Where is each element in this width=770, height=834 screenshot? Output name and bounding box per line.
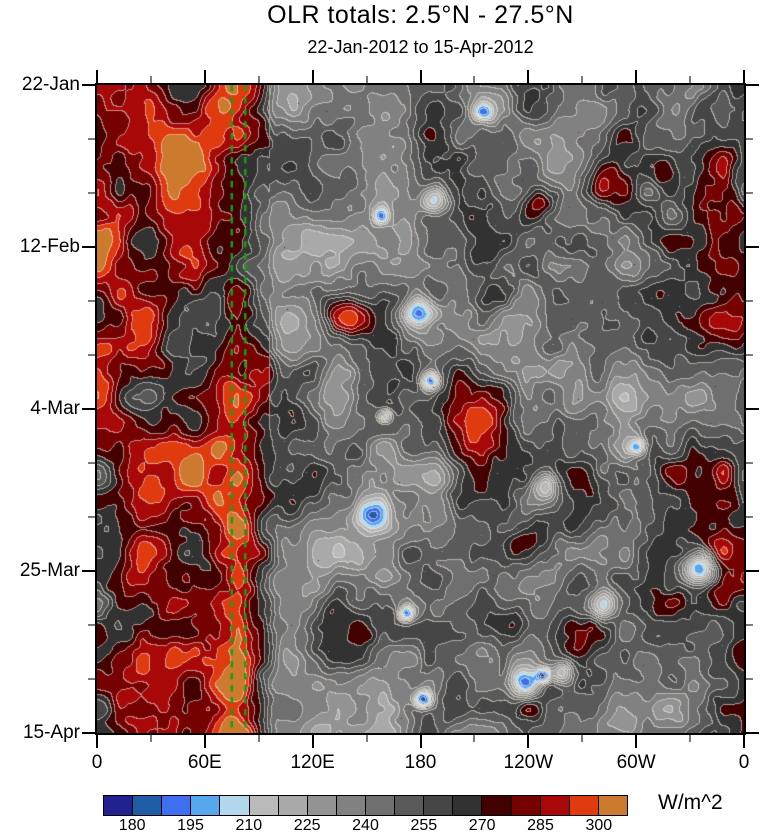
x-minor-tick xyxy=(581,735,584,742)
y-minor-tick xyxy=(746,462,753,464)
x-major-tick xyxy=(743,70,745,83)
colorbar-cell xyxy=(133,796,163,815)
colorbar-tick-label: 240 xyxy=(352,817,379,834)
x-minor-tick xyxy=(581,76,584,83)
y-minor-tick xyxy=(88,516,95,518)
y-tick-label: 4-Mar xyxy=(30,398,80,419)
y-minor-tick xyxy=(746,678,753,680)
y-minor-tick xyxy=(88,138,95,140)
colorbar-cell xyxy=(220,796,250,815)
colorbar-tick-label: 195 xyxy=(177,817,204,834)
colorbar-cell xyxy=(307,796,337,815)
y-minor-tick xyxy=(88,624,95,626)
y-major-tick xyxy=(746,408,759,410)
x-major-tick xyxy=(743,735,745,748)
x-major-tick xyxy=(203,735,206,748)
chart-subtitle: 22-Jan-2012 to 15-Apr-2012 xyxy=(307,37,534,57)
y-major-tick xyxy=(746,732,759,734)
y-major-tick xyxy=(746,84,759,86)
x-major-tick xyxy=(96,735,98,748)
colorbar-tick-label: 210 xyxy=(235,817,263,834)
x-major-tick xyxy=(527,70,530,83)
y-minor-tick xyxy=(88,354,95,356)
y-tick-label: 12-Feb xyxy=(19,236,80,257)
y-tick-label: 15-Apr xyxy=(22,722,80,743)
x-tick-label: 120W xyxy=(503,752,554,773)
plot-frame xyxy=(95,83,746,735)
x-minor-tick xyxy=(365,76,368,83)
chart-title: OLR totals: 2.5°N - 27.5°N xyxy=(267,1,574,29)
colorbar-cell xyxy=(453,796,483,815)
colorbar-cell xyxy=(540,796,570,815)
x-tick-label: 0 xyxy=(91,752,103,773)
colorbar xyxy=(103,795,628,816)
colorbar-units-label: W/m^2 xyxy=(658,791,723,814)
colorbar-tick-label: 225 xyxy=(293,817,321,834)
x-major-tick xyxy=(96,70,98,83)
colorbar-cell xyxy=(104,796,134,815)
colorbar-cell xyxy=(365,796,396,815)
y-major-tick xyxy=(746,246,759,248)
y-minor-tick xyxy=(746,354,753,356)
x-minor-tick xyxy=(149,76,152,83)
x-major-tick xyxy=(311,70,314,83)
colorbar-cell xyxy=(191,796,221,815)
x-minor-tick xyxy=(257,76,260,83)
y-minor-tick xyxy=(88,300,95,302)
x-tick-label: 60W xyxy=(616,752,656,773)
colorbar-cell xyxy=(249,796,279,815)
x-minor-tick xyxy=(257,735,260,742)
colorbar-cell xyxy=(395,796,425,815)
x-major-tick xyxy=(203,70,206,83)
colorbar-cell xyxy=(162,796,192,815)
colorbar-tick-label: 300 xyxy=(585,817,613,834)
y-tick-label: 22-Jan xyxy=(21,74,80,95)
y-minor-tick xyxy=(746,516,753,518)
y-major-tick xyxy=(82,570,95,572)
y-minor-tick xyxy=(88,678,95,680)
colorbar-cell xyxy=(511,796,541,815)
x-major-tick xyxy=(635,70,638,83)
colorbar-cell xyxy=(569,796,599,815)
colorbar-tick-label: 270 xyxy=(468,817,496,834)
y-minor-tick xyxy=(746,138,753,140)
y-minor-tick xyxy=(746,192,753,194)
x-tick-label: 180 xyxy=(404,752,437,773)
x-major-tick xyxy=(311,735,314,748)
x-tick-label: 60E xyxy=(187,752,222,773)
x-major-tick xyxy=(419,735,422,748)
x-minor-tick xyxy=(473,735,476,742)
y-major-tick xyxy=(82,408,95,410)
y-minor-tick xyxy=(88,462,95,464)
x-tick-label: 120E xyxy=(290,752,335,773)
colorbar-cell xyxy=(482,796,512,815)
y-major-tick xyxy=(746,570,759,572)
y-minor-tick xyxy=(746,624,753,626)
x-minor-tick xyxy=(473,76,476,83)
x-minor-tick xyxy=(149,735,152,742)
colorbar-tick-label: 285 xyxy=(527,817,554,834)
y-major-tick xyxy=(82,84,95,86)
y-major-tick xyxy=(82,246,95,248)
colorbar-tick-label: 180 xyxy=(118,817,146,834)
x-minor-tick xyxy=(689,76,692,83)
x-tick-label: 0 xyxy=(738,752,750,773)
x-minor-tick xyxy=(689,735,692,742)
colorbar-cell xyxy=(278,796,308,815)
x-major-tick xyxy=(527,735,530,748)
x-major-tick xyxy=(419,70,422,83)
y-major-tick xyxy=(82,732,95,734)
y-tick-label: 25-Mar xyxy=(19,560,80,581)
olr-field-canvas xyxy=(97,85,744,733)
y-minor-tick xyxy=(88,192,95,194)
x-minor-tick xyxy=(365,735,368,742)
colorbar-cell xyxy=(336,796,366,815)
colorbar-cell xyxy=(598,796,627,815)
y-minor-tick xyxy=(746,300,753,302)
colorbar-cell xyxy=(424,796,454,815)
colorbar-tick-label: 255 xyxy=(410,817,438,834)
x-major-tick xyxy=(635,735,638,748)
